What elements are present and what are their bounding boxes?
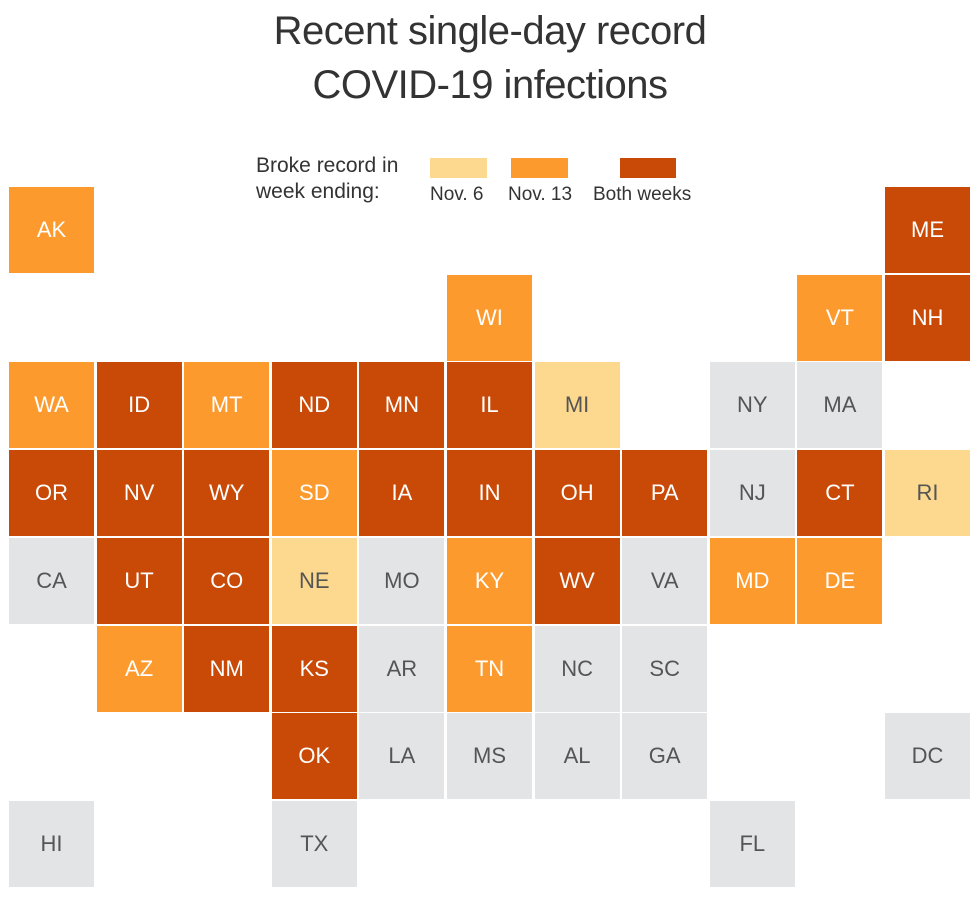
state-tile-fl: FL xyxy=(709,800,795,887)
map-title: Recent single-day record COVID-19 infect… xyxy=(0,4,980,112)
state-tile-nc: NC xyxy=(534,625,620,712)
state-tile-ia: IA xyxy=(359,450,445,537)
state-tile-ne: NE xyxy=(271,537,357,624)
state-tile-ar: AR xyxy=(359,625,445,712)
state-tile-mn: MN xyxy=(359,362,445,449)
state-tile-mi: MI xyxy=(534,362,620,449)
state-tile-de: DE xyxy=(797,537,883,624)
state-tile-ms: MS xyxy=(447,713,532,800)
state-tile-sc: SC xyxy=(622,625,708,712)
state-tile-ca: CA xyxy=(9,537,94,624)
state-tile-va: VA xyxy=(622,537,708,624)
state-tile-nm: NM xyxy=(184,625,270,712)
state-tile-ga: GA xyxy=(622,713,708,800)
state-tile-la: LA xyxy=(359,713,445,800)
state-tile-nd: ND xyxy=(271,362,357,449)
legend-title-line-1: Broke record in xyxy=(256,154,399,177)
state-tile-al: AL xyxy=(534,713,620,800)
state-tile-ma: MA xyxy=(797,362,883,449)
state-tile-md: MD xyxy=(709,537,795,624)
state-tile-hi: HI xyxy=(9,800,94,887)
legend-label-nov13: Nov. 13 xyxy=(508,184,573,205)
legend-swatch-both-weeks xyxy=(620,158,676,178)
state-tile-il: IL xyxy=(447,362,532,449)
state-tile-nh: NH xyxy=(885,274,970,361)
state-tile-ut: UT xyxy=(96,537,182,624)
legend-swatch-nov13 xyxy=(511,158,568,178)
legend-label-both-weeks: Both weeks xyxy=(593,184,692,205)
state-tile-tn: TN xyxy=(447,625,532,712)
state-tile-nv: NV xyxy=(96,450,182,537)
state-tile-pa: PA xyxy=(622,450,708,537)
state-tile-ri: RI xyxy=(885,450,970,537)
state-tile-ks: KS xyxy=(271,625,357,712)
state-tile-ok: OK xyxy=(271,713,357,800)
legend-label-nov6: Nov. 6 xyxy=(430,184,484,205)
legend-title: Broke record in week ending: xyxy=(256,153,398,205)
title-line-2: COVID-19 infections xyxy=(312,63,668,107)
legend-title-line-2: week ending: xyxy=(256,180,380,203)
state-tile-az: AZ xyxy=(96,625,182,712)
state-tile-wi: WI xyxy=(447,274,532,361)
state-tile-ak: AK xyxy=(9,187,94,273)
state-tile-sd: SD xyxy=(271,450,357,537)
legend-swatch-nov6 xyxy=(430,158,487,178)
state-tile-in: IN xyxy=(447,450,532,537)
title-line-1: Recent single-day record xyxy=(273,9,707,53)
state-tile-ny: NY xyxy=(709,362,795,449)
state-tile-ky: KY xyxy=(447,537,532,624)
state-tile-me: ME xyxy=(885,187,970,273)
state-tile-wv: WV xyxy=(534,537,620,624)
state-tile-or: OR xyxy=(9,450,94,537)
state-tile-wy: WY xyxy=(184,450,270,537)
state-tile-mo: MO xyxy=(359,537,445,624)
state-tile-oh: OH xyxy=(534,450,620,537)
state-tile-tx: TX xyxy=(271,800,357,887)
state-tile-mt: MT xyxy=(184,362,270,449)
state-tile-ct: CT xyxy=(797,450,883,537)
state-tile-nj: NJ xyxy=(709,450,795,537)
state-tile-co: CO xyxy=(184,537,270,624)
state-tile-dc: DC xyxy=(885,713,970,800)
state-tile-id: ID xyxy=(96,362,182,449)
state-tile-wa: WA xyxy=(9,362,94,449)
state-tile-vt: VT xyxy=(797,274,883,361)
